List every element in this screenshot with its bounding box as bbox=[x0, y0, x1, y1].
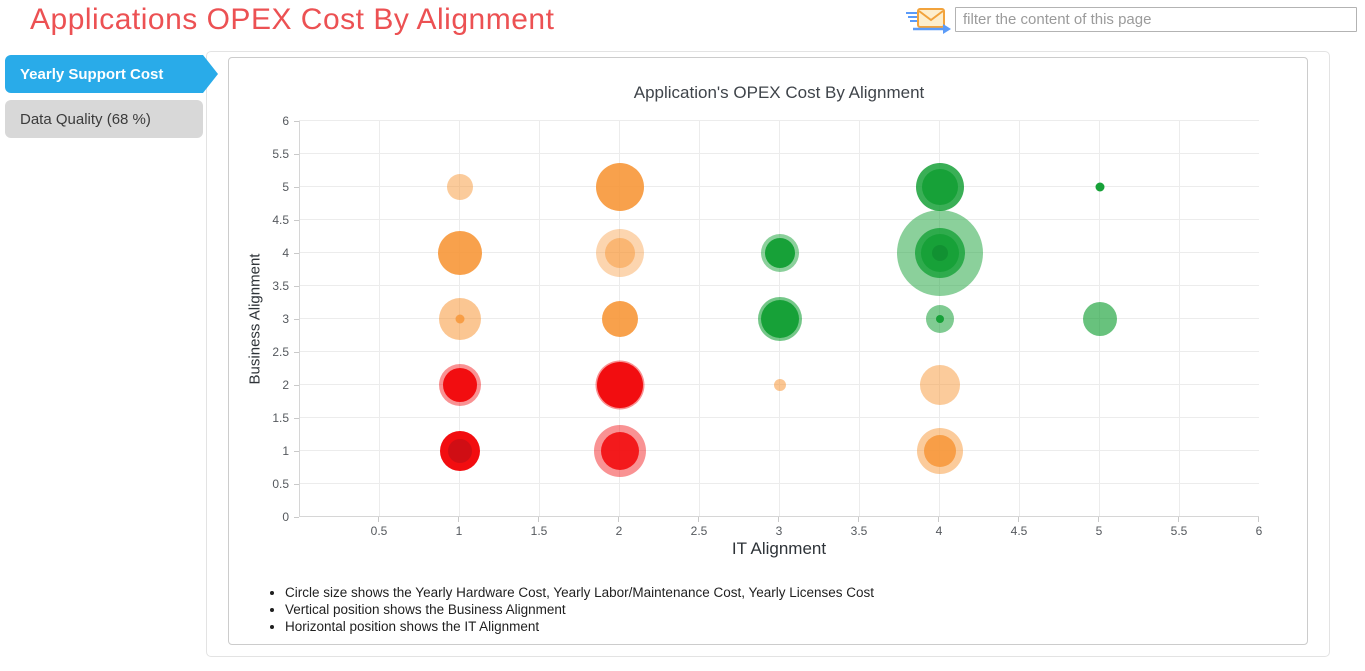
page-title: Applications OPEX Cost By Alignment bbox=[30, 3, 555, 36]
chart-title: Application's OPEX Cost By Alignment bbox=[633, 83, 925, 102]
filter-input[interactable] bbox=[955, 7, 1357, 32]
y-tick-label: 3 bbox=[282, 312, 289, 326]
y-tick-label: 0.5 bbox=[272, 477, 289, 491]
chart-card: Application's OPEX Cost By Alignment IT … bbox=[228, 57, 1308, 645]
x-tick-label: 2 bbox=[615, 524, 623, 538]
send-email-icon[interactable] bbox=[903, 5, 953, 35]
bubble-circle bbox=[920, 365, 960, 405]
x-tick-label: 5 bbox=[1095, 524, 1103, 538]
bubble-circle bbox=[447, 174, 473, 200]
chart-notes: Circle size shows the Yearly Hardware Co… bbox=[271, 584, 874, 635]
bubble-circle bbox=[921, 234, 959, 272]
x-axis-tick-marks bbox=[299, 517, 1260, 522]
bubble-circle bbox=[774, 379, 786, 391]
bubble-circle bbox=[443, 368, 477, 402]
bubble-circle bbox=[1095, 182, 1105, 192]
x-tick-label: 0.5 bbox=[370, 524, 388, 538]
bubble-circle bbox=[597, 362, 643, 408]
x-tick-label: 4 bbox=[935, 524, 943, 538]
tab-label: Data Quality (68 %) bbox=[20, 110, 151, 128]
bubble-circle bbox=[601, 432, 639, 470]
bubble-circle bbox=[596, 163, 644, 211]
tab-label: Yearly Support Cost bbox=[20, 65, 164, 83]
x-tick-label: 3 bbox=[775, 524, 783, 538]
y-axis-tick-marks bbox=[294, 121, 299, 518]
bubble-circle bbox=[761, 300, 799, 338]
tab-yearly-support-cost[interactable]: Yearly Support Cost bbox=[5, 55, 218, 93]
bubble-circle bbox=[602, 301, 638, 337]
plot-top-gridline bbox=[299, 120, 1259, 121]
chart-note: Vertical position shows the Business Ali… bbox=[285, 601, 874, 618]
bubble-circle bbox=[765, 238, 795, 268]
chart-note: Circle size shows the Yearly Hardware Co… bbox=[285, 584, 874, 601]
bubble-circle bbox=[448, 439, 472, 463]
bubble-circle bbox=[936, 315, 944, 323]
x-tick-label: 1 bbox=[455, 524, 463, 538]
y-tick-label: 2.5 bbox=[272, 345, 289, 359]
bubble-circle bbox=[455, 314, 465, 324]
sidebar-tabs: Yearly Support Cost Data Quality (68 %) bbox=[5, 55, 223, 138]
y-tick-label: 4 bbox=[282, 246, 289, 260]
chart-note: Horizontal position shows the IT Alignme… bbox=[285, 618, 874, 635]
x-tick-label: 4.5 bbox=[1010, 524, 1028, 538]
bubble-circle bbox=[922, 169, 958, 205]
y-tick-label: 1 bbox=[282, 444, 289, 458]
bubble-chart-plot-area bbox=[299, 121, 1259, 517]
y-tick-label: 5.5 bbox=[272, 147, 289, 161]
bubble-circle bbox=[438, 231, 482, 275]
x-tick-label: 5.5 bbox=[1170, 524, 1188, 538]
bubble-circle bbox=[924, 435, 956, 467]
bubble-circle bbox=[605, 238, 635, 268]
y-tick-label: 1.5 bbox=[272, 411, 289, 425]
bubble-circle bbox=[1083, 302, 1117, 336]
tab-data-quality[interactable]: Data Quality (68 %) bbox=[5, 100, 203, 138]
y-tick-label: 6 bbox=[282, 114, 289, 128]
y-tick-label: 2 bbox=[282, 378, 289, 392]
y-tick-label: 4.5 bbox=[272, 213, 289, 227]
x-axis-title: IT Alignment bbox=[731, 539, 827, 558]
y-tick-label: 3.5 bbox=[272, 279, 289, 293]
bubble-circle bbox=[932, 245, 948, 261]
x-tick-label: 1.5 bbox=[530, 524, 548, 538]
y-tick-label: 5 bbox=[282, 180, 289, 194]
x-tick-label: 3.5 bbox=[850, 524, 868, 538]
x-tick-label: 2.5 bbox=[690, 524, 708, 538]
y-tick-label: 0 bbox=[282, 510, 289, 524]
x-tick-label: 6 bbox=[1255, 524, 1263, 538]
